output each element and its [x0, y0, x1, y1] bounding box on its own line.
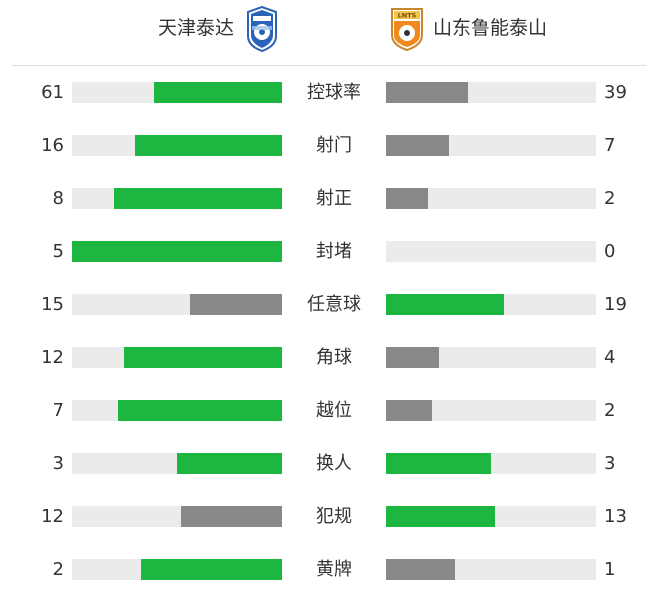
home-stat-value: 15 — [41, 294, 64, 315]
away-stat-value: 3 — [604, 453, 616, 474]
away-stat-bar-track — [386, 241, 596, 262]
home-stat-bar-fill — [135, 135, 282, 156]
home-stat-bar-track — [72, 453, 282, 474]
home-team-badge-icon — [247, 6, 277, 52]
home-stat-bar-fill — [118, 400, 282, 421]
home-stat-bar-track — [72, 241, 282, 262]
away-stat-bar-fill — [386, 400, 432, 421]
stat-label: 任意球 — [307, 294, 361, 315]
away-stat-bar-fill — [386, 135, 449, 156]
away-stat-value: 0 — [604, 241, 616, 262]
home-stat-bar-fill — [181, 506, 282, 527]
home-stat-value: 61 — [41, 82, 64, 103]
stat-row: 7 越位 2 — [0, 384, 658, 437]
home-stat-value: 5 — [52, 241, 64, 262]
away-stat-bar-track — [386, 400, 596, 421]
away-stat-value: 2 — [604, 188, 616, 209]
away-stat-value: 1 — [604, 559, 616, 580]
home-stat-bar-fill — [154, 82, 282, 103]
stat-label: 角球 — [316, 347, 352, 368]
home-stat-value: 7 — [52, 400, 64, 421]
home-stat-bar-track — [72, 559, 282, 580]
away-team-name: 山东鲁能泰山 — [433, 17, 548, 39]
stat-label: 黄牌 — [316, 559, 352, 580]
home-stat-value: 16 — [41, 135, 64, 156]
away-stat-value: 19 — [604, 294, 627, 315]
home-stat-value: 3 — [52, 453, 64, 474]
home-stat-bar-fill — [177, 453, 282, 474]
home-stat-value: 2 — [52, 559, 64, 580]
home-stat-bar-fill — [190, 294, 282, 315]
home-stat-value: 12 — [41, 347, 64, 368]
stat-row: 12 犯规 13 — [0, 490, 658, 543]
stat-row: 15 任意球 19 — [0, 278, 658, 331]
stat-row: 16 射门 7 — [0, 119, 658, 172]
away-stat-bar-track — [386, 506, 596, 527]
stat-label: 封堵 — [316, 241, 352, 262]
away-stat-value: 13 — [604, 506, 627, 527]
away-stat-bar-fill — [386, 506, 495, 527]
away-stat-value: 39 — [604, 82, 627, 103]
home-stat-bar-track — [72, 294, 282, 315]
home-stat-bar-track — [72, 82, 282, 103]
home-stat-bar-fill — [114, 188, 282, 209]
home-stat-bar-fill — [141, 559, 282, 580]
away-stat-value: 7 — [604, 135, 616, 156]
away-stat-bar-track — [386, 453, 596, 474]
match-header: 天津泰达 LNTS 山东鲁能泰山 — [0, 0, 658, 60]
away-team-badge-icon: LNTS — [391, 8, 423, 51]
stat-label: 犯规 — [316, 506, 352, 527]
home-stat-bar-fill — [72, 241, 282, 262]
home-stat-value: 12 — [41, 506, 64, 527]
away-stat-bar-fill — [386, 294, 504, 315]
stat-label: 越位 — [316, 400, 352, 421]
away-badge-text: LNTS — [398, 12, 417, 20]
home-stat-bar-track — [72, 347, 282, 368]
stat-label: 控球率 — [307, 82, 361, 103]
home-stat-bar-track — [72, 400, 282, 421]
away-stat-bar-track — [386, 347, 596, 368]
away-stat-bar-track — [386, 135, 596, 156]
away-stat-bar-fill — [386, 82, 468, 103]
home-stat-bar-track — [72, 135, 282, 156]
away-stat-bar-track — [386, 294, 596, 315]
away-stat-bar-fill — [386, 347, 439, 368]
home-stat-value: 8 — [52, 188, 64, 209]
away-stat-bar-fill — [386, 188, 428, 209]
stat-row: 12 角球 4 — [0, 331, 658, 384]
home-team-name: 天津泰达 — [157, 17, 234, 39]
away-stat-bar-track — [386, 188, 596, 209]
stat-label: 射正 — [316, 188, 352, 209]
away-stat-value: 4 — [604, 347, 616, 368]
header-divider — [12, 65, 646, 66]
away-stat-bar-track — [386, 82, 596, 103]
stat-label: 换人 — [316, 453, 352, 474]
away-stat-bar-fill — [386, 559, 455, 580]
away-stat-value: 2 — [604, 400, 616, 421]
stat-row: 8 射正 2 — [0, 172, 658, 225]
home-stat-bar-track — [72, 506, 282, 527]
away-stat-bar-fill — [386, 453, 491, 474]
home-stat-bar-track — [72, 188, 282, 209]
stat-label: 射门 — [316, 135, 352, 156]
stat-row: 2 黄牌 1 — [0, 543, 658, 596]
away-stat-bar-track — [386, 559, 596, 580]
stat-row: 3 换人 3 — [0, 437, 658, 490]
home-stat-bar-fill — [124, 347, 282, 368]
stat-row: 5 封堵 0 — [0, 225, 658, 278]
stat-row: 61 控球率 39 — [0, 66, 658, 119]
